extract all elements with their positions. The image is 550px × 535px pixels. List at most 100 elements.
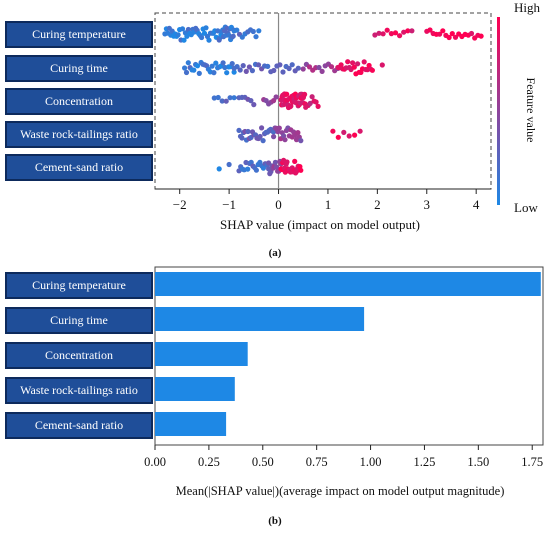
shap-point <box>231 95 237 101</box>
shap-point <box>449 30 455 37</box>
shap-point <box>289 62 295 68</box>
shap-point <box>253 167 259 173</box>
bar <box>155 342 248 366</box>
shap-point <box>248 98 254 104</box>
shap-point <box>271 129 277 135</box>
shap-point <box>237 67 243 73</box>
shap-point <box>265 63 271 69</box>
feature-label-b-0: Curing temperature <box>5 272 153 299</box>
shap-point <box>298 138 304 144</box>
bar <box>155 272 541 296</box>
shap-point <box>234 64 240 70</box>
shap-point <box>226 161 232 168</box>
shap-point <box>234 27 240 33</box>
feature-label-a-2: Concentration <box>5 88 153 115</box>
shap-point <box>295 130 301 136</box>
shap-point <box>379 62 385 68</box>
shap-point <box>338 62 344 68</box>
shap-point <box>215 94 221 101</box>
shap-point <box>380 31 386 37</box>
shap-point <box>251 102 257 108</box>
x-tick-label-a: 3 <box>424 197 431 212</box>
shap-point <box>256 28 262 34</box>
shap-point <box>185 60 191 66</box>
shap-point <box>183 69 190 76</box>
shap-point <box>401 29 407 35</box>
shap-point <box>231 69 237 75</box>
shap-point <box>220 60 226 66</box>
shap-point <box>351 64 357 70</box>
shap-point <box>215 28 221 34</box>
shap-point <box>392 30 399 36</box>
shap-point <box>313 99 319 105</box>
shap-point <box>295 65 301 71</box>
x-tick-label-b: 1.75 <box>521 455 543 469</box>
shap-point <box>341 129 347 135</box>
shap-point <box>284 159 290 165</box>
shap-point <box>369 67 375 73</box>
shap-point <box>255 62 262 68</box>
shap-point <box>273 94 279 100</box>
shap-point <box>427 27 433 33</box>
shap-point <box>372 32 378 38</box>
shap-point <box>175 32 181 38</box>
shap-point <box>397 33 403 39</box>
colorbar-low-label: Low <box>514 200 538 215</box>
shap-point <box>277 62 283 68</box>
shap-point <box>309 94 315 100</box>
shap-point <box>260 138 266 144</box>
shap-point <box>229 61 235 67</box>
shap-point <box>281 133 287 139</box>
panel-label-a: (a) <box>269 247 282 259</box>
shap-beeswarm-chart: −2 −1 0 1 2 3 4 SHAP value (impact on model ou… <box>154 0 541 259</box>
x-tick-label-b: 0.75 <box>306 455 328 469</box>
x-tick-label-b: 1.00 <box>360 455 382 469</box>
shap-point <box>446 34 452 41</box>
shap-point <box>240 63 246 69</box>
shap-point <box>271 134 277 140</box>
shap-point <box>388 30 394 37</box>
shap-point <box>361 59 367 65</box>
shap-point <box>478 33 484 39</box>
shap-point <box>253 34 259 40</box>
shap-point <box>227 95 233 101</box>
x-tick-label-a: 2 <box>374 197 381 212</box>
shap-point <box>376 30 382 36</box>
shap-point <box>319 68 325 74</box>
shap-point <box>288 103 294 109</box>
shap-point <box>345 59 351 65</box>
bar <box>155 307 365 331</box>
bar <box>155 377 235 401</box>
shap-point <box>306 64 313 70</box>
shap-point <box>245 166 251 172</box>
shap-point <box>224 70 230 76</box>
shap-point <box>236 127 242 133</box>
shap-point <box>437 31 443 37</box>
shap-point <box>292 158 298 164</box>
shap-point <box>260 165 266 171</box>
shap-point <box>272 159 278 165</box>
shap-point <box>181 37 187 43</box>
x-axis-label-b: Mean(|SHAP value|)(average impact on mod… <box>176 484 505 498</box>
colorbar <box>497 17 500 205</box>
shap-point <box>280 69 286 75</box>
feature-label-b-1: Curing time <box>5 307 153 334</box>
shap-point <box>307 100 313 106</box>
shap-point <box>284 91 290 97</box>
shap-point <box>245 128 251 135</box>
feature-label-a-0: Curing temperature <box>5 21 153 48</box>
x-tick-label-a: 0 <box>275 197 282 212</box>
shap-point <box>246 64 252 70</box>
shap-point <box>328 64 335 70</box>
shap-point <box>250 28 256 35</box>
shap-point <box>405 28 411 34</box>
x-ticks-b: 0.00 0.25 0.50 0.75 1.00 1.25 1.50 1.75 <box>144 445 543 469</box>
x-tick-label-a: −1 <box>222 197 236 212</box>
feature-label-b-4: Cement-sand ratio <box>5 412 153 439</box>
shap-point <box>346 133 352 139</box>
shap-point <box>302 91 308 97</box>
panel-label-b: (b) <box>268 515 282 527</box>
shap-point <box>243 68 249 74</box>
shap-point <box>300 66 306 72</box>
shap-point <box>203 25 209 31</box>
